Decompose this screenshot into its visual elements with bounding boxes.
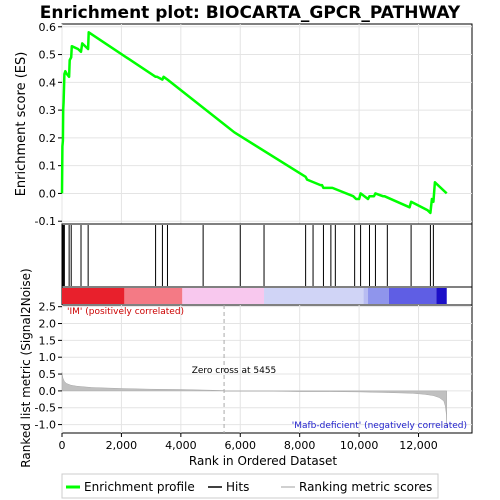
rank-color-segment [388,288,437,304]
x-tick-label: 2,000 [106,439,138,452]
hits-panel-frame [61,223,473,288]
x-tick-label: 6,000 [225,439,257,452]
x-tick-label: 8,000 [284,439,316,452]
x-tick-label: 0 [59,439,66,452]
rank-color-segment [182,288,265,304]
legend-label-ranking-metric: Ranking metric scores [299,480,432,494]
hits-panel [61,223,473,288]
es-tick-label: 0.5 [39,49,57,62]
rank-color-segment [363,288,369,304]
legend: Enrichment profile Hits Ranking metric s… [61,473,439,499]
es-tick-label: -0.1 [35,215,56,228]
rank-color-segment [62,288,125,304]
rank-color-panel [61,286,473,306]
zero-cross-label: Zero cross at 5455 [192,366,277,376]
metric-tick-label: 1.5 [39,334,57,347]
negative-correlation-label: 'Mafb-deficient' (negatively correlated) [292,421,467,431]
metric-tick-label: 2.5 [39,301,57,314]
metric-tick-label: 0.0 [39,385,57,398]
chart-title: Enrichment plot: BIOCARTA_GPCR_PATHWAY [40,3,461,23]
enrichment-panel-frame [61,23,473,225]
rank-color-segment [264,288,364,304]
rank-color-segment [124,288,183,304]
rank-color-segment [436,288,447,304]
ranking-metric-area [61,372,447,427]
enrichment-profile-line [60,31,448,215]
metric-tick-label: 1.0 [39,351,57,364]
es-tick-label: 0.2 [39,132,57,145]
metric-tick-label: -0.5 [35,402,56,415]
x-tick-label: 10,000 [340,439,379,452]
es-tick-label: 0.3 [39,104,57,117]
enrichment-panel: -0.1 0.0 0.1 0.2 0.3 0.4 0.5 0.6 Enrichment sco… [14,21,473,228]
es-axis-label: Enrichment score (ES) [14,52,29,197]
metric-tick-label: -1.0 [35,419,56,432]
metric-tick-label: 2.0 [39,318,57,331]
metric-tick-label: 0.5 [39,368,57,381]
ranked-metric-panel: -1.0 -0.5 0.0 0.5 1.0 1.5 2.0 2.5 0 2,000 4,000 6,0… [19,268,473,468]
x-tick-label: 4,000 [165,439,197,452]
legend-label-enrichment-profile: Enrichment profile [84,480,195,494]
es-tick-label: 0.4 [39,76,57,89]
x-tick-label: 12,000 [399,439,438,452]
ranked-metric-panel-frame [61,304,473,434]
legend-frame [61,473,439,499]
positive-correlation-label: 'IM' (positively correlated) [67,307,184,317]
rank-color-segment [368,288,389,304]
legend-label-hits: Hits [226,480,249,494]
es-tick-label: 0.0 [39,187,57,200]
ranked-metric-axis-label: Ranked list metric (Signal2Noise) [19,268,33,467]
es-tick-label: 0.6 [39,21,57,34]
x-axis-label: Rank in Ordered Dataset [189,454,337,468]
es-tick-label: 0.1 [39,160,57,173]
